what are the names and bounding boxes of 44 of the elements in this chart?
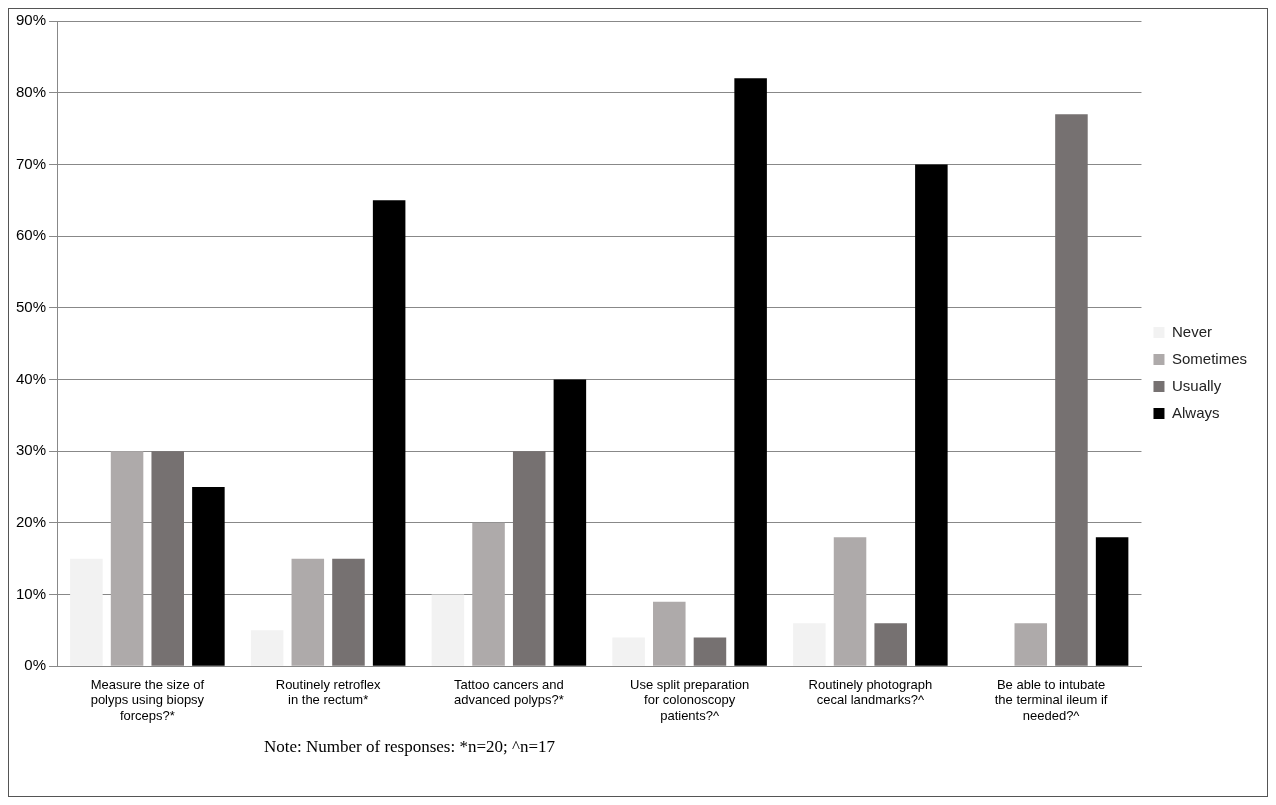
x-tick-label: Be able to intubate the terminal ileum if needed?^ xyxy=(994,676,1108,723)
bar xyxy=(612,637,645,666)
bar xyxy=(653,601,686,666)
bar xyxy=(693,637,727,666)
y-tick-label: 30% xyxy=(15,441,47,459)
bar xyxy=(793,623,826,666)
legend-label: Usually xyxy=(1171,376,1222,394)
legend-label: Sometimes xyxy=(1171,349,1248,367)
y-tick-label: 40% xyxy=(15,369,47,387)
x-tick-label: Routinely retroflex in the rectum* xyxy=(275,676,382,708)
x-tick-label: Use split preparation for colonoscopy patients?^ xyxy=(630,676,750,723)
bar xyxy=(291,558,325,666)
y-tick-label: 50% xyxy=(15,297,47,315)
bar xyxy=(1055,114,1088,666)
y-tick-label: 70% xyxy=(15,154,47,172)
bar xyxy=(472,522,505,666)
bar xyxy=(332,558,365,666)
bar xyxy=(833,537,867,666)
x-tick-label: Routinely photograph cecal landmarks?^ xyxy=(808,676,933,708)
x-tick-label: Measure the size of polyps using biopsy forceps?* xyxy=(90,676,205,723)
y-tick-label: 0% xyxy=(24,656,47,674)
bar xyxy=(70,558,103,666)
y-tick-label: 60% xyxy=(15,226,47,244)
legend-label: Always xyxy=(1171,403,1220,421)
bar xyxy=(431,594,465,666)
x-tick-label: Tattoo cancers and advanced polyps?* xyxy=(453,676,564,708)
legend-label: Never xyxy=(1171,322,1212,340)
y-tick-label: 20% xyxy=(15,512,47,530)
bar xyxy=(553,379,587,666)
bar xyxy=(151,451,184,666)
y-tick-label: 90% xyxy=(15,11,47,29)
bar xyxy=(1095,537,1129,666)
bar xyxy=(110,451,144,666)
bar xyxy=(874,623,907,666)
bar xyxy=(512,451,546,666)
y-tick-label: 10% xyxy=(15,584,47,602)
bar xyxy=(250,630,284,666)
bar xyxy=(915,164,948,666)
bar xyxy=(1014,623,1048,666)
bar xyxy=(192,486,225,666)
y-tick-label: 80% xyxy=(15,82,47,100)
text: Note: Number of responses: *n=20; ^n=17 xyxy=(264,737,556,757)
bar xyxy=(734,78,767,666)
bar xyxy=(372,200,406,666)
